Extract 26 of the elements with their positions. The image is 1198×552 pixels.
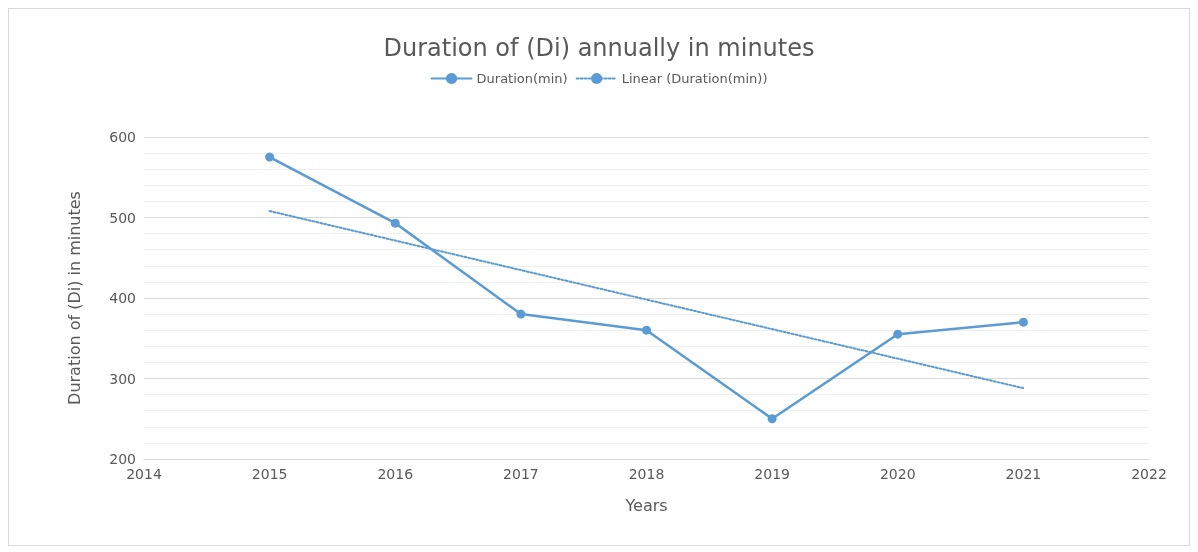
- x-tick-label: 2014: [126, 466, 162, 482]
- x-tick-label: 2019: [754, 466, 790, 482]
- point: [893, 329, 903, 339]
- x-tick-label: 2017: [503, 466, 539, 482]
- legend-label: Linear (Duration(min)): [621, 71, 768, 86]
- y-tick-label: 500: [109, 209, 136, 226]
- point: [642, 325, 651, 335]
- chart-title: Duration of (Di) annually in minutes: [383, 34, 815, 62]
- point: [767, 414, 777, 424]
- x-tick-label: 2016: [377, 466, 414, 482]
- point: [516, 309, 526, 319]
- y-tick-label: 200: [109, 451, 136, 467]
- x-tick-label: 2022: [1131, 466, 1167, 482]
- x-axis-title: Years: [624, 495, 668, 515]
- y-tick-label: 600: [109, 129, 136, 145]
- point: [265, 152, 275, 162]
- y-axis-title: Duration of (Di) in minutes: [64, 191, 84, 405]
- x-tick-label: 2018: [628, 466, 665, 482]
- x-tick-label: 2021: [1005, 466, 1042, 482]
- x-tick-label: 2020: [879, 466, 916, 482]
- y-tick-label: 400: [109, 290, 136, 306]
- legend-label: Duration(min): [476, 71, 568, 86]
- point: [390, 218, 400, 228]
- y-tick-label: 300: [109, 370, 136, 387]
- x-tick-label: 2015: [251, 466, 288, 482]
- point: [1018, 317, 1028, 327]
